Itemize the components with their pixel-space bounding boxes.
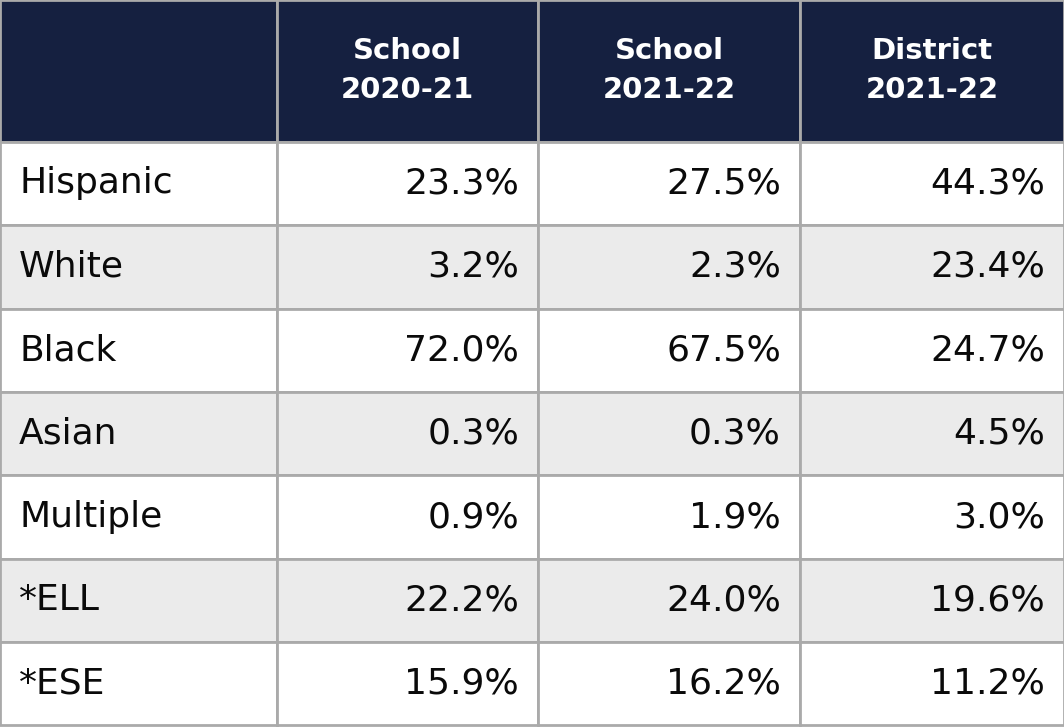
Text: 0.3%: 0.3% xyxy=(689,417,781,451)
FancyBboxPatch shape xyxy=(800,308,1064,392)
Text: 24.7%: 24.7% xyxy=(930,333,1045,367)
FancyBboxPatch shape xyxy=(277,392,538,475)
Text: 15.9%: 15.9% xyxy=(404,667,519,701)
FancyBboxPatch shape xyxy=(538,392,800,475)
FancyBboxPatch shape xyxy=(277,475,538,559)
FancyBboxPatch shape xyxy=(0,392,277,475)
FancyBboxPatch shape xyxy=(0,475,277,559)
Text: Black: Black xyxy=(19,333,117,367)
FancyBboxPatch shape xyxy=(800,392,1064,475)
Text: 72.0%: 72.0% xyxy=(404,333,519,367)
FancyBboxPatch shape xyxy=(0,308,277,392)
FancyBboxPatch shape xyxy=(277,142,538,225)
FancyBboxPatch shape xyxy=(0,559,277,642)
FancyBboxPatch shape xyxy=(0,142,277,225)
FancyBboxPatch shape xyxy=(538,642,800,726)
Text: 22.2%: 22.2% xyxy=(404,583,519,617)
FancyBboxPatch shape xyxy=(538,308,800,392)
FancyBboxPatch shape xyxy=(0,0,277,142)
FancyBboxPatch shape xyxy=(800,475,1064,559)
FancyBboxPatch shape xyxy=(538,475,800,559)
Text: 19.6%: 19.6% xyxy=(930,583,1045,617)
Text: School
2020-21: School 2020-21 xyxy=(340,37,475,105)
Text: District
2021-22: District 2021-22 xyxy=(865,37,999,105)
Text: 23.4%: 23.4% xyxy=(930,250,1045,284)
FancyBboxPatch shape xyxy=(800,0,1064,142)
Text: 1.9%: 1.9% xyxy=(689,500,781,534)
FancyBboxPatch shape xyxy=(0,225,277,308)
Text: 11.2%: 11.2% xyxy=(930,667,1045,701)
Text: 44.3%: 44.3% xyxy=(930,166,1045,201)
FancyBboxPatch shape xyxy=(277,308,538,392)
Text: Multiple: Multiple xyxy=(19,500,163,534)
FancyBboxPatch shape xyxy=(277,642,538,726)
FancyBboxPatch shape xyxy=(277,225,538,308)
Text: 3.0%: 3.0% xyxy=(953,500,1045,534)
Text: 0.3%: 0.3% xyxy=(428,417,519,451)
Text: 3.2%: 3.2% xyxy=(428,250,519,284)
Text: 23.3%: 23.3% xyxy=(404,166,519,201)
Text: 0.9%: 0.9% xyxy=(428,500,519,534)
FancyBboxPatch shape xyxy=(538,559,800,642)
Text: 24.0%: 24.0% xyxy=(666,583,781,617)
Text: Hispanic: Hispanic xyxy=(19,166,172,201)
FancyBboxPatch shape xyxy=(538,225,800,308)
Text: *ESE: *ESE xyxy=(19,667,105,701)
Text: *ELL: *ELL xyxy=(19,583,100,617)
FancyBboxPatch shape xyxy=(800,559,1064,642)
FancyBboxPatch shape xyxy=(538,0,800,142)
FancyBboxPatch shape xyxy=(277,559,538,642)
Text: 16.2%: 16.2% xyxy=(666,667,781,701)
Text: Asian: Asian xyxy=(19,417,118,451)
Text: 2.3%: 2.3% xyxy=(689,250,781,284)
FancyBboxPatch shape xyxy=(0,642,277,726)
FancyBboxPatch shape xyxy=(800,225,1064,308)
FancyBboxPatch shape xyxy=(538,142,800,225)
Text: 27.5%: 27.5% xyxy=(666,166,781,201)
Text: School
2021-22: School 2021-22 xyxy=(602,37,736,105)
FancyBboxPatch shape xyxy=(800,142,1064,225)
Text: 4.5%: 4.5% xyxy=(953,417,1045,451)
Text: White: White xyxy=(19,250,124,284)
FancyBboxPatch shape xyxy=(800,642,1064,726)
Text: 67.5%: 67.5% xyxy=(666,333,781,367)
FancyBboxPatch shape xyxy=(277,0,538,142)
